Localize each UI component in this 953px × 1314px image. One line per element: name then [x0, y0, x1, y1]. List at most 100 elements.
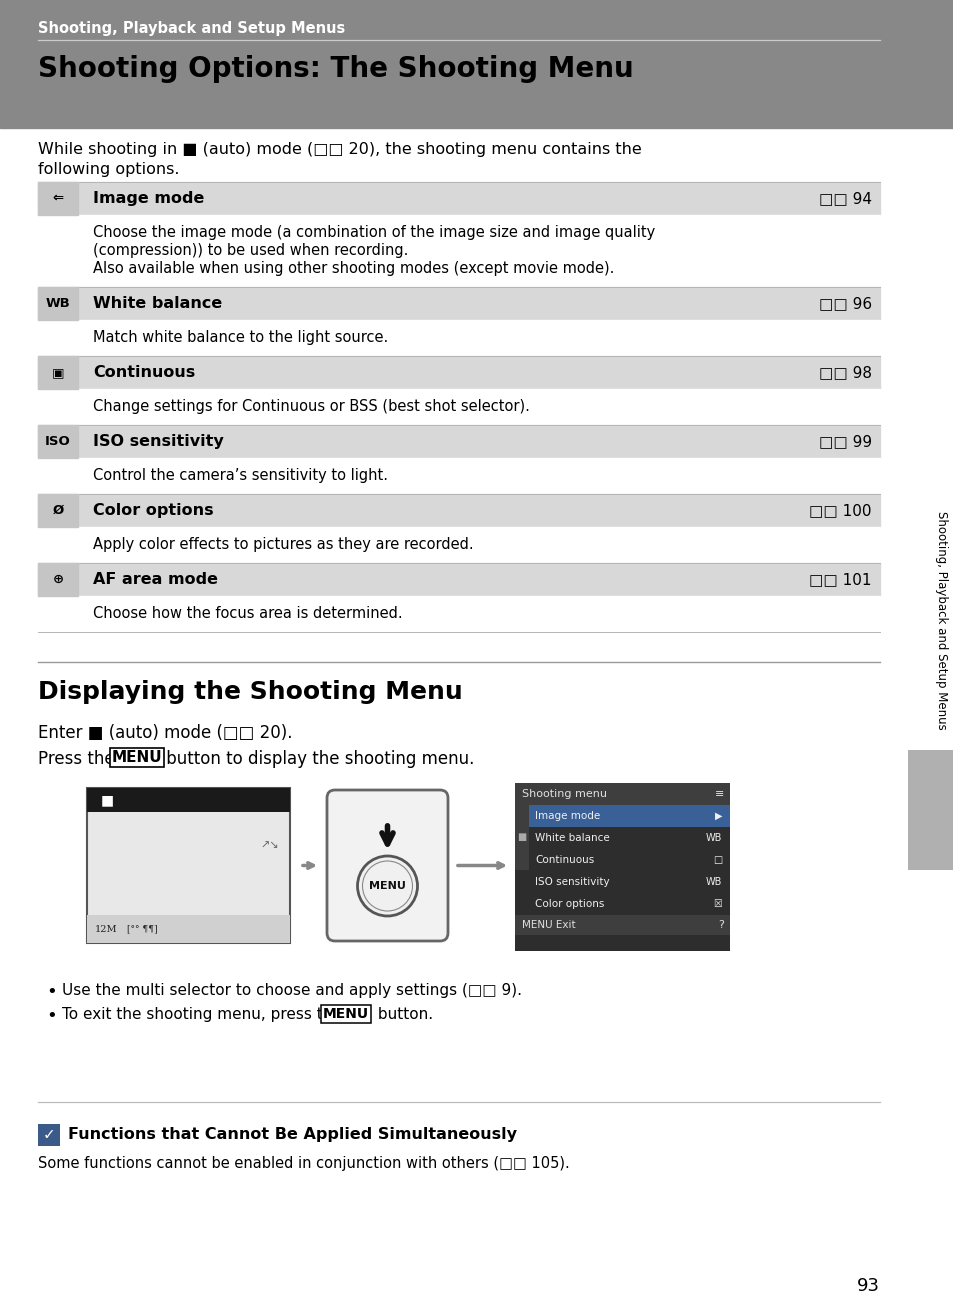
Text: Use the multi selector to choose and apply settings (□□ 9).: Use the multi selector to choose and app… — [62, 983, 521, 999]
Text: MENU: MENU — [323, 1007, 369, 1021]
Bar — [87, 788, 290, 943]
Text: button to display the shooting menu.: button to display the shooting menu. — [161, 750, 474, 767]
Text: To exit the shooting menu, press the: To exit the shooting menu, press the — [62, 1007, 346, 1022]
Text: Some functions cannot be enabled in conjunction with others (□□ 105).: Some functions cannot be enabled in conj… — [38, 1156, 569, 1171]
Bar — [907, 750, 953, 870]
Text: Choose the image mode (a combination of the image size and image quality: Choose the image mode (a combination of … — [92, 225, 655, 240]
Bar — [38, 459, 879, 494]
Text: Continuous: Continuous — [92, 365, 195, 380]
Text: 12M: 12M — [95, 925, 117, 933]
Text: Color options: Color options — [92, 503, 213, 518]
Text: White balance: White balance — [92, 296, 222, 311]
Bar — [38, 494, 879, 527]
Bar — [38, 494, 78, 527]
Text: Press the: Press the — [38, 750, 120, 767]
Text: Continuous: Continuous — [535, 855, 594, 865]
Bar — [38, 1123, 60, 1146]
Text: Enter ■ (auto) mode (□□ 20).: Enter ■ (auto) mode (□□ 20). — [38, 724, 293, 742]
Text: □: □ — [712, 855, 721, 865]
Bar — [529, 849, 729, 871]
Text: [°° ¶¶]: [°° ¶¶] — [127, 925, 157, 933]
Text: •: • — [46, 1007, 56, 1025]
Text: ▣: ▣ — [51, 367, 64, 378]
Text: MENU: MENU — [112, 750, 162, 765]
Text: Color options: Color options — [535, 899, 604, 909]
Text: Shooting, Playback and Setup Menus: Shooting, Playback and Setup Menus — [38, 21, 345, 35]
Bar — [38, 562, 879, 597]
Text: following options.: following options. — [38, 162, 179, 177]
Text: □□ 98: □□ 98 — [818, 365, 871, 380]
Text: Apply color effects to pictures as they are recorded.: Apply color effects to pictures as they … — [92, 537, 473, 552]
Text: Ø: Ø — [52, 505, 64, 516]
Bar — [38, 356, 78, 389]
Text: □□ 94: □□ 94 — [818, 191, 871, 206]
Text: ■: ■ — [101, 794, 114, 807]
Text: Shooting menu: Shooting menu — [521, 788, 606, 799]
Bar — [529, 827, 729, 849]
Text: While shooting in ■ (auto) mode (□□ 20), the shooting menu contains the: While shooting in ■ (auto) mode (□□ 20),… — [38, 142, 641, 156]
Text: ISO: ISO — [45, 435, 71, 448]
Text: (compression)) to be used when recording.: (compression)) to be used when recording… — [92, 243, 408, 258]
Bar — [515, 805, 529, 870]
Text: Shooting Options: The Shooting Menu: Shooting Options: The Shooting Menu — [38, 55, 633, 83]
Bar — [87, 915, 290, 943]
Bar — [529, 894, 729, 915]
Text: Functions that Cannot Be Applied Simultaneously: Functions that Cannot Be Applied Simulta… — [68, 1127, 517, 1142]
Text: □□ 101: □□ 101 — [809, 572, 871, 587]
Text: □□ 100: □□ 100 — [809, 503, 871, 518]
Text: Choose how the focus area is determined.: Choose how the focus area is determined. — [92, 606, 402, 622]
Text: □□ 96: □□ 96 — [818, 296, 871, 311]
Text: 93: 93 — [856, 1277, 879, 1296]
Bar — [515, 915, 729, 936]
Bar — [38, 286, 879, 321]
Text: ISO sensitivity: ISO sensitivity — [92, 434, 224, 449]
Text: MENU Exit: MENU Exit — [521, 920, 575, 930]
Text: Shooting, Playback and Setup Menus: Shooting, Playback and Setup Menus — [935, 511, 947, 729]
Bar — [87, 788, 290, 812]
Text: WB: WB — [705, 833, 721, 844]
Circle shape — [357, 855, 417, 916]
Text: Image mode: Image mode — [535, 811, 599, 821]
Bar — [38, 389, 879, 424]
Text: ISO sensitivity: ISO sensitivity — [535, 876, 609, 887]
Bar — [38, 183, 879, 215]
Text: Match white balance to the light source.: Match white balance to the light source. — [92, 330, 388, 346]
Text: ⊕: ⊕ — [52, 573, 64, 586]
Text: ?: ? — [718, 920, 723, 930]
Text: ≡: ≡ — [714, 788, 723, 799]
Bar — [38, 321, 879, 356]
Text: ⇐: ⇐ — [52, 192, 64, 205]
Text: WB: WB — [46, 297, 71, 310]
Bar — [515, 783, 729, 805]
Text: WB: WB — [705, 876, 721, 887]
Text: Control the camera’s sensitivity to light.: Control the camera’s sensitivity to ligh… — [92, 468, 388, 484]
Bar — [38, 527, 879, 562]
Text: •: • — [46, 983, 56, 1001]
Bar — [529, 871, 729, 894]
Text: AF area mode: AF area mode — [92, 572, 218, 587]
Text: Change settings for Continuous or BSS (best shot selector).: Change settings for Continuous or BSS (b… — [92, 399, 529, 414]
Text: ✓: ✓ — [43, 1127, 55, 1142]
Text: Also available when using other shooting modes (except movie mode).: Also available when using other shooting… — [92, 261, 614, 276]
Text: □□ 99: □□ 99 — [818, 434, 871, 449]
Text: ☒: ☒ — [713, 899, 721, 909]
Bar — [38, 562, 78, 597]
Text: ■: ■ — [517, 832, 526, 842]
Bar — [38, 424, 78, 459]
Bar — [38, 286, 78, 321]
Text: MENU: MENU — [369, 880, 406, 891]
Bar — [38, 356, 879, 389]
Bar — [38, 215, 879, 286]
Bar — [38, 424, 879, 459]
Text: Image mode: Image mode — [92, 191, 204, 206]
Text: ↗↘: ↗↘ — [260, 840, 278, 850]
Bar — [38, 183, 78, 215]
Bar — [515, 783, 729, 951]
Bar — [529, 805, 729, 827]
Bar — [0, 0, 953, 127]
Text: White balance: White balance — [535, 833, 609, 844]
FancyBboxPatch shape — [327, 790, 448, 941]
Bar — [38, 597, 879, 632]
Text: Displaying the Shooting Menu: Displaying the Shooting Menu — [38, 681, 462, 704]
Text: ▶: ▶ — [714, 811, 721, 821]
